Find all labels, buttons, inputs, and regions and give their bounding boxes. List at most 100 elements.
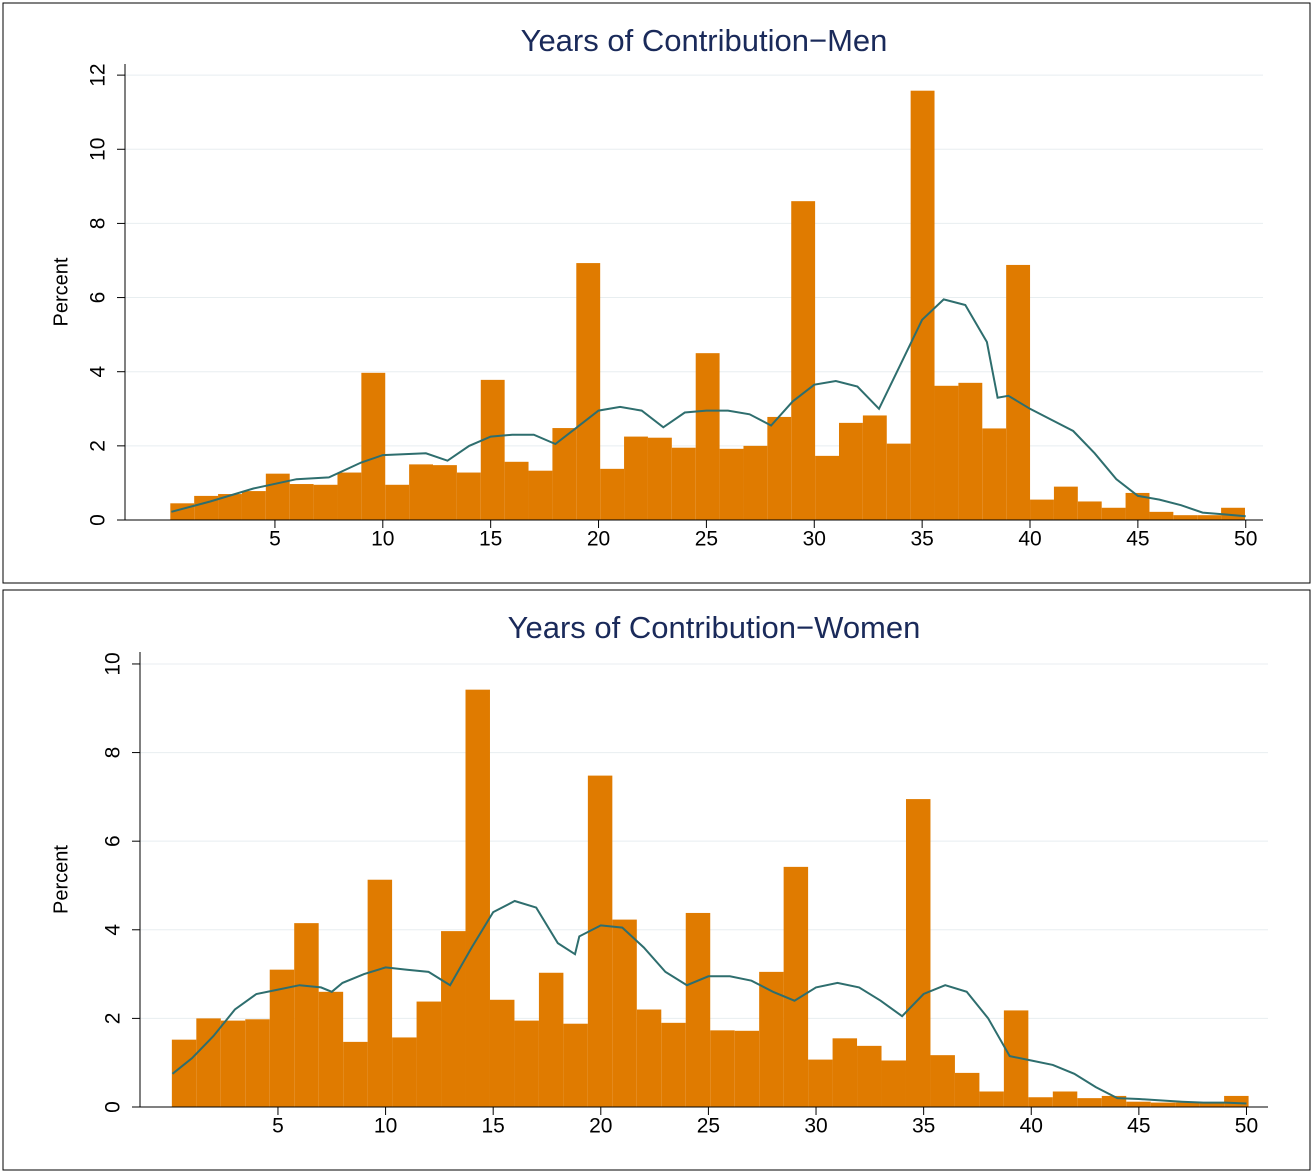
x-tick-label: 20 (589, 1115, 612, 1138)
bar (671, 447, 696, 520)
x-tick-label: 15 (479, 528, 502, 551)
y-tick-label: 4 (87, 366, 110, 378)
bar (636, 1009, 662, 1107)
bar (504, 461, 529, 520)
bar (171, 1039, 197, 1107)
bar (695, 353, 720, 520)
bar (409, 464, 434, 520)
x-tick-label: 45 (1127, 1115, 1150, 1138)
bar (1077, 501, 1102, 520)
bar (289, 484, 314, 520)
y-tick-label: 10 (102, 652, 125, 675)
bar (685, 912, 711, 1107)
bar (767, 416, 792, 520)
bar (1149, 511, 1174, 520)
bar (465, 689, 490, 1107)
bar (1175, 1102, 1200, 1107)
bar (1006, 264, 1031, 520)
bar (910, 90, 935, 520)
bar (416, 1001, 442, 1107)
bar (1053, 486, 1078, 520)
bar (433, 465, 457, 520)
bar (1077, 1098, 1102, 1107)
bar (934, 385, 959, 520)
bar (241, 491, 266, 520)
bar (862, 415, 887, 520)
bar (576, 263, 601, 520)
bar (624, 436, 648, 520)
bar (218, 494, 242, 520)
bar (1173, 515, 1198, 520)
bar (661, 1022, 686, 1107)
density-line (171, 298, 1246, 518)
y-axis-label: Percent (50, 257, 72, 326)
bar (269, 969, 295, 1107)
density-line (171, 899, 1247, 1105)
bar (1030, 499, 1054, 520)
bar (1028, 1097, 1053, 1107)
bar (905, 799, 931, 1107)
x-tick-label: 35 (910, 528, 933, 551)
bar (815, 455, 839, 520)
bar (759, 971, 784, 1107)
y-tick-label: 2 (87, 440, 110, 452)
bar (1221, 507, 1245, 520)
bar (710, 1030, 735, 1107)
bar (930, 1055, 955, 1107)
x-tick-label: 45 (1126, 528, 1149, 551)
bar (313, 484, 338, 520)
y-tick-label: 8 (102, 747, 125, 759)
y-tick-label: 10 (87, 138, 110, 161)
x-tick-label: 10 (374, 1115, 397, 1138)
bar (1101, 507, 1126, 520)
bar (743, 445, 768, 520)
x-tick-label: 5 (272, 1115, 284, 1138)
y-axis-label: Percent (50, 845, 72, 914)
bar (1101, 1095, 1127, 1107)
x-tick-label: 50 (1234, 528, 1257, 551)
y-tick-label: 2 (102, 1013, 125, 1025)
bar (367, 879, 393, 1107)
bar (954, 1072, 980, 1107)
bar (886, 443, 911, 520)
bar (1052, 1091, 1078, 1107)
bar (385, 484, 410, 520)
y-tick-label: 12 (87, 63, 110, 86)
bar (600, 468, 625, 520)
bar (514, 1020, 539, 1107)
bar (343, 1041, 368, 1107)
x-tick-label: 40 (1020, 1115, 1043, 1138)
bar (979, 1091, 1004, 1107)
x-tick-label: 40 (1018, 528, 1041, 551)
bar (1125, 492, 1150, 520)
x-tick-label: 5 (269, 528, 281, 551)
x-tick-label: 50 (1235, 1115, 1258, 1138)
bar (552, 428, 577, 520)
x-tick-label: 25 (697, 1115, 720, 1138)
bar (538, 972, 564, 1107)
bar (456, 472, 481, 520)
x-tick-label: 25 (695, 528, 718, 551)
bar (480, 379, 505, 520)
y-tick-label: 8 (87, 218, 110, 230)
x-tick-label: 10 (371, 528, 394, 551)
bar (783, 866, 809, 1107)
chart-title: Years of Contribution−Men (521, 23, 888, 58)
y-tick-label: 6 (102, 835, 125, 847)
y-tick-label: 4 (102, 924, 125, 936)
bar (587, 775, 613, 1107)
bar (982, 428, 1007, 520)
bar (563, 1023, 588, 1107)
x-tick-label: 15 (482, 1115, 505, 1138)
bar (361, 372, 386, 520)
bar (808, 1059, 833, 1107)
bar (838, 422, 863, 520)
bar (958, 382, 983, 520)
bar (392, 1037, 417, 1107)
y-tick-label: 6 (87, 292, 110, 304)
bar (734, 1030, 760, 1107)
x-tick-label: 30 (804, 1115, 827, 1138)
bar (220, 1020, 246, 1107)
bar (832, 1038, 858, 1107)
